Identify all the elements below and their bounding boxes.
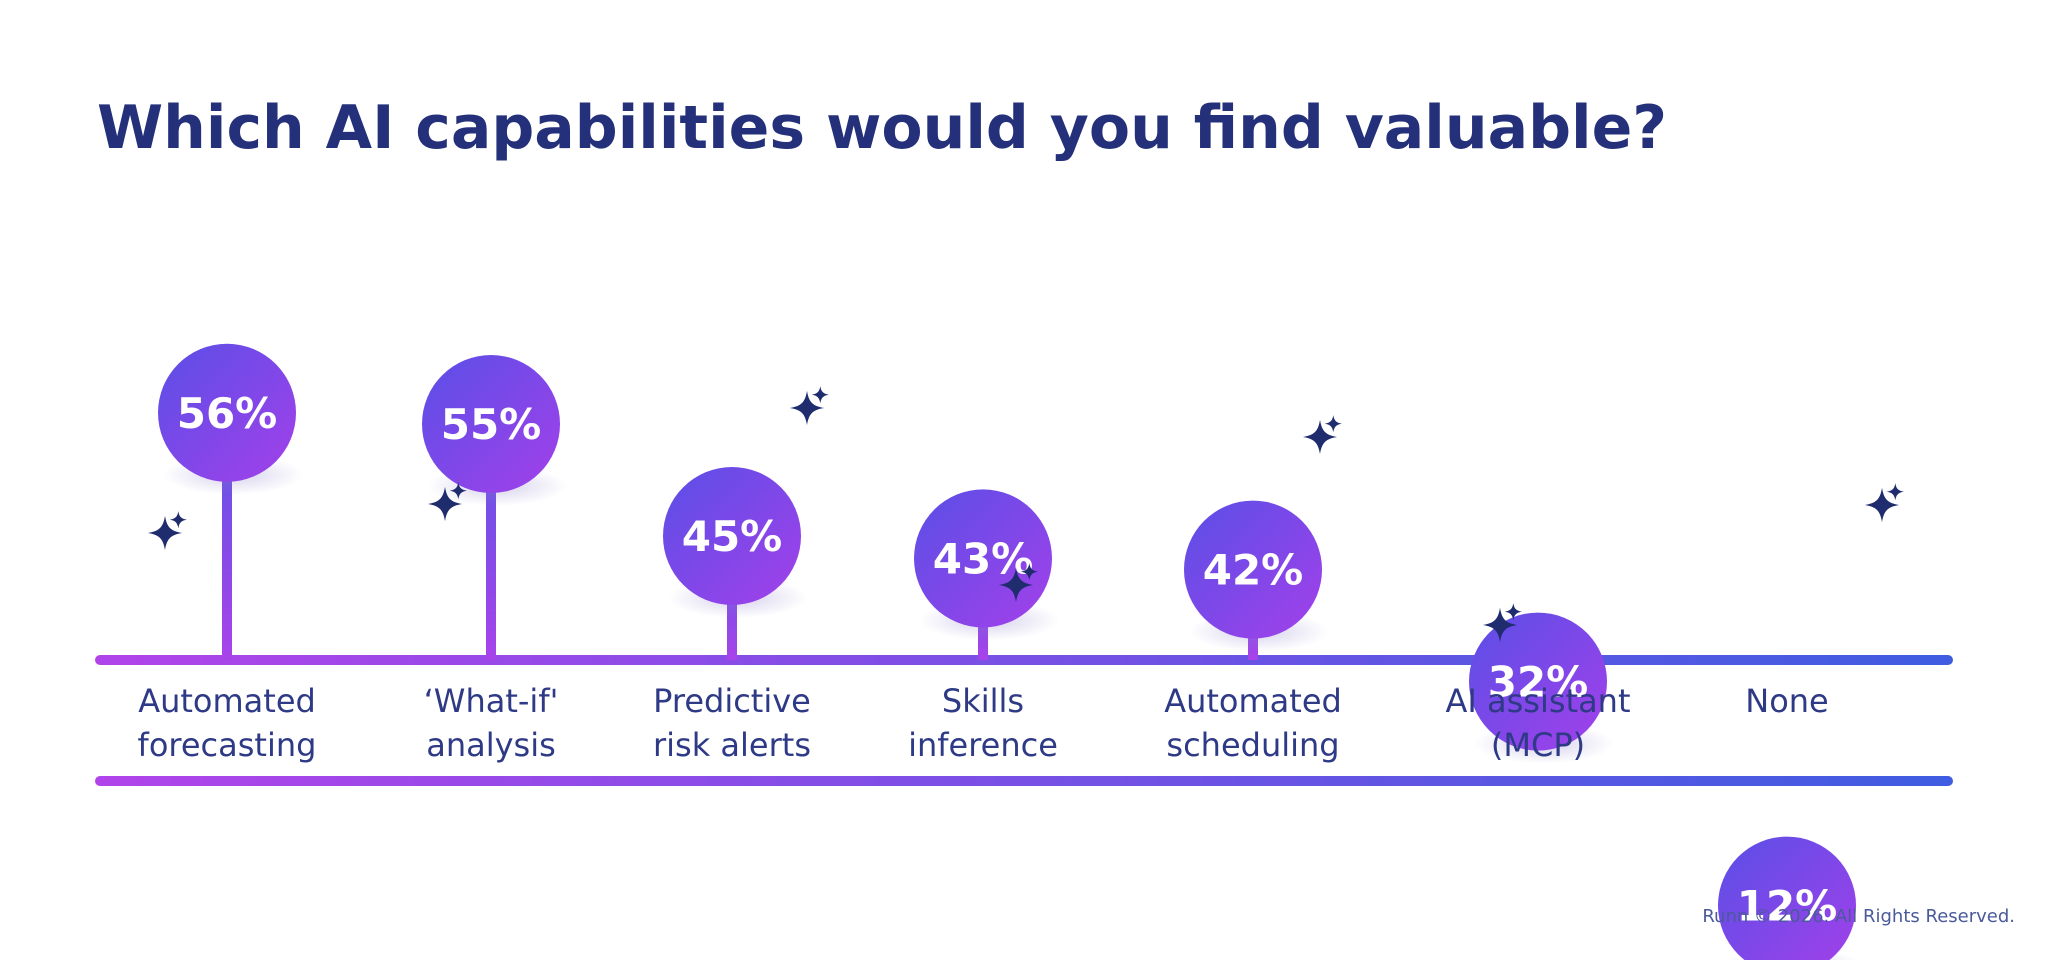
category-label-6-0: None [1745, 682, 1828, 720]
category-label-2-0: Predictive [653, 682, 811, 720]
sparkle-small [1886, 483, 1904, 501]
value-label-4: 42% [1203, 546, 1304, 595]
chart-title: Which AI capabilities would you find val… [97, 93, 1667, 163]
category-label-0-1: forecasting [138, 726, 317, 764]
stem-1 [486, 424, 496, 660]
sparkle-icon [1864, 483, 1904, 523]
sparkle-small [1020, 563, 1038, 581]
bar-bubble-2 [663, 467, 801, 605]
bar-bubble-6 [1718, 836, 1856, 960]
stem-0 [222, 412, 232, 660]
sparkle-small [449, 482, 467, 500]
sparkle-big [789, 390, 825, 426]
sparkle-icon [1482, 603, 1522, 643]
category-label-4-1: scheduling [1166, 726, 1339, 764]
sparkle-big [1482, 607, 1518, 643]
bottom-divider [95, 776, 1953, 786]
bar-bubble-1 [422, 355, 560, 493]
value-label-2: 45% [682, 512, 783, 561]
marks-layer: 56% 55%45% 43% 42%32%12%Automatedforecastin… [95, 343, 1953, 960]
sparkle-icon [998, 563, 1038, 603]
category-label-1-0: ‘What-if' [424, 682, 559, 720]
category-label-5-1: (MCP) [1491, 726, 1585, 764]
bar-bubble-0 [158, 343, 296, 482]
bar-bubble-4 [1184, 500, 1322, 639]
sparkle-big [998, 567, 1034, 603]
sparkle-big [1302, 419, 1338, 455]
sparkle-icon [147, 511, 187, 551]
category-label-5-0: AI assistant [1446, 682, 1631, 720]
value-label-5: 32% [1488, 658, 1589, 707]
footer-copyright: Runn © 2026. All Rights Reserved. [1702, 906, 2015, 927]
sparkle-small [169, 511, 187, 529]
value-label-1: 55% [441, 400, 542, 449]
sparkle-small [1504, 603, 1522, 621]
baseline-axis [95, 655, 1953, 665]
category-label-1-1: analysis [426, 726, 556, 764]
value-label-0: 56% [177, 389, 278, 438]
category-label-4-0: Automated [1164, 682, 1342, 720]
sparkle-icon [427, 482, 467, 522]
value-label-6: 12% [1737, 882, 1838, 931]
sparkle-icon [789, 386, 829, 426]
category-label-2-1: risk alerts [653, 726, 811, 764]
sparkle-big [1864, 487, 1900, 523]
category-label-3-0: Skills [942, 682, 1024, 720]
category-label-3-1: inference [908, 726, 1058, 764]
sparkle-big [147, 515, 183, 551]
sparkle-big [427, 486, 463, 522]
sparkle-icon [1302, 415, 1342, 455]
sparkle-small [1324, 415, 1342, 433]
sparkle-small [811, 386, 829, 404]
bar-bubble-5 [1469, 612, 1607, 751]
category-label-0-0: Automated [138, 682, 316, 720]
